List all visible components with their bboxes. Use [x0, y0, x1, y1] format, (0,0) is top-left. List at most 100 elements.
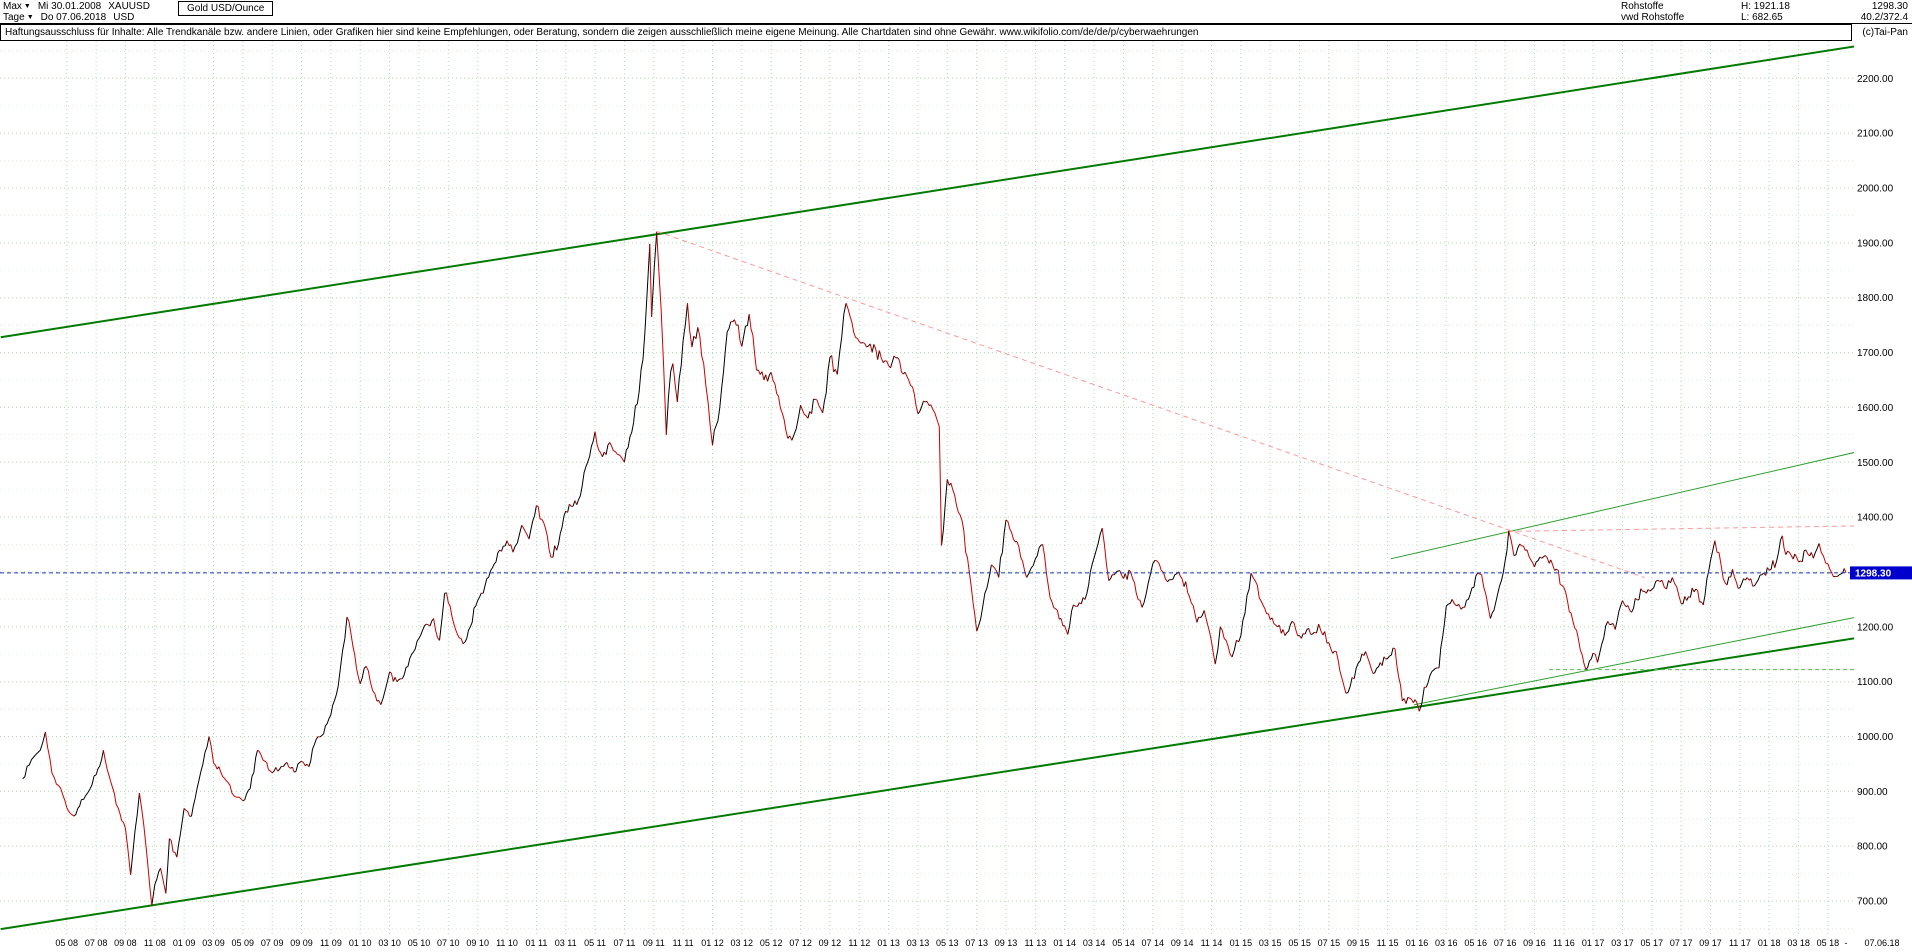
y-tick-label: 2100.00: [1857, 129, 1894, 140]
x-tick-label: 01 18: [1758, 938, 1781, 948]
grid: [0, 41, 1854, 934]
overlay-inner-trendline-upper: [1390, 452, 1854, 560]
feed-group: Rohstoffe: [1621, 1, 1664, 12]
currency-label: USD: [113, 12, 135, 23]
x-tick-label: 03 14: [1083, 938, 1106, 948]
price-series-up: [22, 231, 1845, 906]
x-tick-label: 09 16: [1523, 938, 1546, 948]
x-tick-label: 07 17: [1670, 938, 1693, 948]
period-dropdown[interactable]: Tage ▼: [3, 12, 34, 23]
y-tick-label: 700.00: [1857, 897, 1888, 908]
x-tick-label: 09 17: [1699, 938, 1722, 948]
price-series: [22, 231, 1847, 906]
symbol-label: XAUUSD: [108, 1, 150, 12]
x-tick-label: 11 15: [1377, 938, 1399, 948]
x-tick-label: 07 16: [1494, 938, 1517, 948]
price-series-down: [44, 231, 1847, 906]
x-tick-label: 01 14: [1053, 938, 1076, 948]
x-tick-label: 07 08: [85, 938, 108, 948]
overlay-inner-trendline-lower: [1414, 617, 1854, 706]
y-tick-label: 900.00: [1857, 787, 1888, 798]
x-tick-label: 03 11: [555, 938, 577, 948]
feed-source: vwd Rohstoffe: [1621, 12, 1685, 23]
price-chart[interactable]: 2200.00 2100.00 2000.00 1900.00 1800.00 1700.…: [0, 41, 1912, 952]
y-tick-label: 1100.00: [1857, 677, 1893, 688]
overlay-resistance-2011-2017: [656, 230, 1645, 578]
x-tick-label: 01 16: [1406, 938, 1429, 948]
x-tick-label: 09 09: [290, 938, 313, 948]
x-tick-label: 07 09: [261, 938, 284, 948]
chevron-down-icon: ▼: [26, 14, 34, 21]
x-tick-label: 09 15: [1347, 938, 1370, 948]
y-tick-label: 800.00: [1857, 842, 1888, 853]
x-tick-label: 01 12: [701, 938, 724, 948]
x-tick-label: 03 17: [1611, 938, 1634, 948]
x-tick-label: 01 15: [1230, 938, 1253, 948]
y-tick-label: 1800.00: [1857, 293, 1894, 304]
x-tick-label: 05 09: [232, 938, 255, 948]
x-tick-label: 09 10: [466, 938, 489, 948]
x-tick-label: 09 13: [995, 938, 1018, 948]
x-tick-label: 07 12: [789, 938, 812, 948]
y-tick-label: 1400.00: [1857, 513, 1894, 524]
overlay-trend-channel-bottom: [0, 637, 1854, 931]
period-label: Tage: [3, 12, 25, 23]
x-tick-label: 11 09: [320, 938, 342, 948]
disclaimer-text: Haftungsausschluss für Inhalte: Alle Tre…: [0, 24, 1852, 41]
range-dropdown[interactable]: Max ▼: [3, 1, 31, 12]
x-tick-label: 05 08: [55, 938, 78, 948]
x-tick-label: 05 16: [1464, 938, 1487, 948]
x-tick-label: 09 08: [114, 938, 137, 948]
x-tick-label: 03 15: [1259, 938, 1282, 948]
chevron-down-icon: ▼: [23, 3, 31, 10]
y-tick-label: 1000.00: [1857, 732, 1894, 743]
x-tick-label: 09 14: [1171, 938, 1194, 948]
x-tick-label: 05 17: [1641, 938, 1664, 948]
x-tick-label: 09 11: [643, 938, 665, 948]
x-tick-label: 01 10: [349, 938, 372, 948]
x-tick-label: 03 09: [202, 938, 225, 948]
x-tick-label: 05 11: [584, 938, 606, 948]
y-tick-label: 1500.00: [1857, 458, 1894, 469]
date-to: Do 07.06.2018: [40, 12, 107, 23]
x-tick-label: 05 10: [408, 938, 431, 948]
y-axis-labels: 2200.00 2100.00 2000.00 1900.00 1800.00 1700.…: [1857, 74, 1894, 908]
x-tick-label: 03 16: [1435, 938, 1458, 948]
x-tick-label: 01 17: [1582, 938, 1605, 948]
svg-text:1298.30: 1298.30: [1855, 568, 1892, 579]
toolbar-left: Max ▼ Mi 30.01.2008 XAUUSD Tage ▼ Do 07.…: [3, 1, 150, 23]
x-tick-label: 11 13: [1024, 938, 1046, 948]
notice-bar: Haftungsausschluss für Inhalte: Alle Tre…: [0, 24, 1912, 41]
x-tick-label: 07 13: [965, 938, 988, 948]
x-tick-label: 11 17: [1729, 938, 1751, 948]
x-tick-label: 01 11: [525, 938, 547, 948]
x-tick-label: 07 15: [1318, 938, 1341, 948]
x-tick-label: 11 16: [1553, 938, 1575, 948]
x-tick-label: 11 14: [1201, 938, 1223, 948]
range-label: Max: [3, 1, 22, 12]
x-axis-labels: 05 08 07 08 09 08 11 08 01 09 03 09 05 09 07 09…: [55, 938, 1899, 948]
y-tick-label: 1700.00: [1857, 348, 1894, 359]
x-axis-end-dash: -: [1845, 938, 1848, 948]
high-value: H: 1921.18: [1741, 1, 1790, 12]
low-value: L: 682.65: [1741, 12, 1783, 23]
x-tick-label: 05 14: [1112, 938, 1135, 948]
x-axis-end-date: 07.06.18: [1864, 938, 1899, 948]
x-tick-label: 03 18: [1787, 938, 1810, 948]
date-from: Mi 30.01.2008: [37, 1, 102, 12]
x-tick-label: 09 12: [819, 938, 842, 948]
x-tick-label: 05 12: [760, 938, 783, 948]
overlay-lines: [0, 45, 1854, 931]
x-tick-label: 05 15: [1288, 938, 1311, 948]
overlay-trend-channel-top: [0, 45, 1854, 339]
x-tick-label: 07 10: [437, 938, 460, 948]
x-tick-label: 05 13: [936, 938, 959, 948]
x-tick-label: 03 12: [731, 938, 754, 948]
x-tick-label: 11 10: [496, 938, 518, 948]
last-price-label: 1298.30: [1850, 566, 1912, 580]
quote-info: Rohstoffe H: 1921.18 1298.30 vwd Rohstof…: [1621, 1, 1908, 23]
x-tick-label: 05 18: [1817, 938, 1840, 948]
copyright-label: (c)Tai-Pan: [1862, 27, 1908, 38]
x-tick-label: 07 14: [1142, 938, 1165, 948]
x-tick-label: 11 12: [848, 938, 870, 948]
